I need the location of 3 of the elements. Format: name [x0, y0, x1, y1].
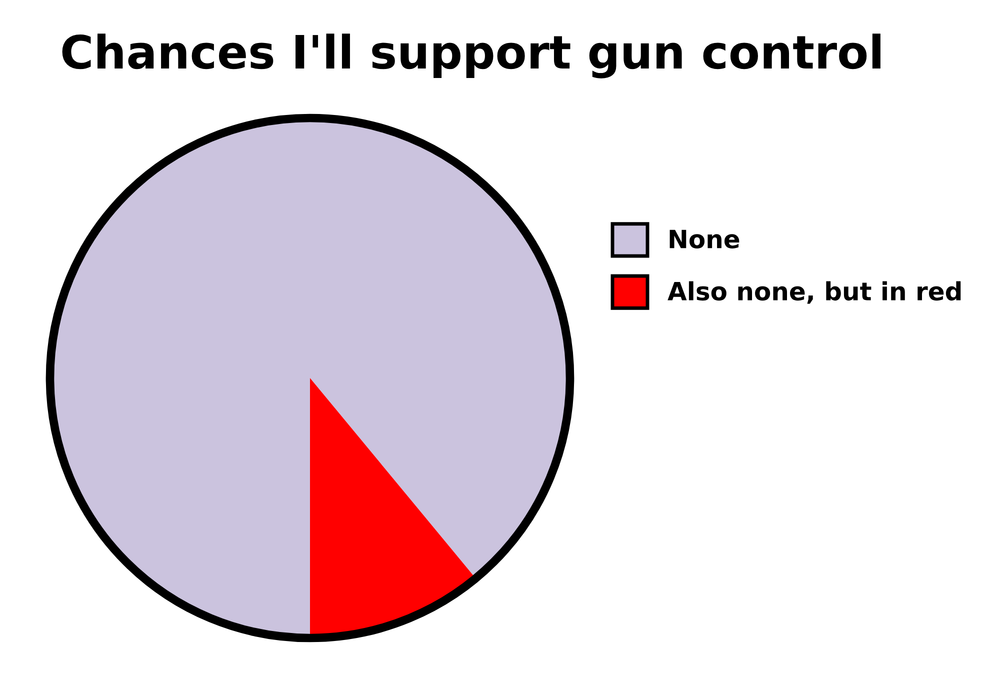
chart-title: Chances I'll support gun control [62, 34, 880, 78]
legend-label: Also none, but in red [668, 281, 961, 304]
legend-label: None [670, 230, 740, 248]
